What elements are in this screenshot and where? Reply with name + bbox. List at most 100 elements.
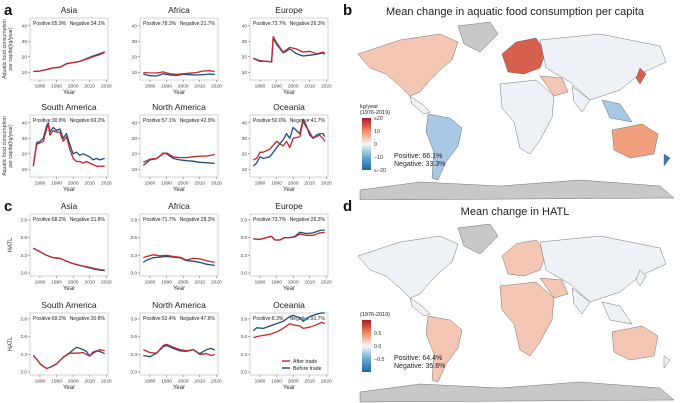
panel-letter-b: b (343, 2, 353, 19)
series-line-before-trade (32, 247, 105, 272)
series-line-after-trade (253, 35, 325, 63)
chart-title: South America (41, 300, 97, 310)
series-line-after-trade (33, 51, 105, 73)
plot-frame (139, 213, 219, 277)
chart-c-north-america: North America Positive:52.4% Negative:47.6… (130, 300, 222, 391)
y-tick-label: 40 (132, 120, 138, 126)
region-southeast-asia (601, 99, 633, 123)
y-tick-label: 3.3 (130, 352, 137, 358)
chart-c-south-america: South America Positive:69.2% Negative:30.8… (8, 300, 112, 391)
negative-share-label: Negative:42.9% (180, 118, 216, 124)
x-tick-label: 2010 (194, 280, 205, 286)
x-tick-label: 2010 (194, 84, 205, 90)
positive-share-label: Positive:69.2% (33, 316, 67, 322)
x-tick-label: 1990 (51, 84, 62, 90)
chart-a-oceania: Oceania Positive:50.0% Negative:41.7% 10 20 3… (242, 102, 332, 193)
series-line-before-trade (143, 344, 216, 358)
x-tick-label: 1980 (145, 379, 156, 385)
map-legend: (1976-2019) 0.5 0.0 −0.5 Positive: 64.4%Nega… (360, 312, 445, 372)
region-north-america (357, 235, 459, 299)
x-tick-label: 1990 (161, 280, 172, 286)
chart-title: South America (41, 102, 97, 112)
x-tick-label: 2020 (321, 280, 332, 286)
panel-letter-a: a (4, 2, 13, 19)
region-central-america (409, 95, 431, 115)
y-tick-label: 3.3 (240, 352, 247, 358)
positive-share-label: Positive:50.0% (253, 118, 287, 124)
region-new-zealand (663, 153, 671, 167)
chart-c-europe: Europe Positive:73.7% Negative:26.3% 3.0 3.3… (240, 201, 332, 292)
region-new-zealand (663, 355, 671, 369)
negative-share-label: Negative:26.3% (290, 21, 326, 27)
x-tick-label: 2010 (194, 181, 205, 187)
chart-a-asia: Asia Positive:65.9% Negative:34.1% 10 20 30 40… (2, 5, 112, 96)
x-tick-label: 1980 (35, 84, 46, 90)
x-tick-label: 1980 (255, 181, 266, 187)
chart-title: Asia (61, 201, 78, 211)
x-axis-label: Year (283, 90, 295, 96)
region-central-america (409, 297, 431, 317)
y-tick-label: 3.0 (20, 370, 27, 376)
series-line-after-trade (253, 321, 325, 339)
y-tick-label: 20 (132, 151, 138, 157)
y-tick-label: 40 (22, 23, 28, 29)
negative-share-label: Negative:47.6% (180, 316, 216, 322)
x-tick-label: 1990 (271, 379, 282, 385)
legend-subtitle: (1976-2019) (360, 312, 390, 318)
chart-title: Europe (275, 201, 303, 211)
series-line-before-trade (32, 122, 105, 167)
positive-share-label: Positive:73.7% (253, 217, 287, 223)
y-tick-label: 3.0 (130, 370, 137, 376)
y-tick-label: 30 (242, 39, 248, 45)
positive-share-label: Positive:68.2% (33, 217, 67, 223)
y-tick-label: 3.6 (240, 235, 247, 241)
x-tick-label: 2000 (68, 84, 79, 90)
x-tick-label: 1990 (51, 181, 62, 187)
x-tick-label: 1980 (255, 280, 266, 286)
region-antarctica (359, 381, 675, 403)
x-tick-label: 1980 (35, 181, 46, 187)
legend-label: Before trade (293, 366, 322, 372)
y-tick-label: 10 (132, 167, 138, 173)
x-axis-label: Year (173, 187, 185, 193)
x-tick-label: 2010 (304, 280, 315, 286)
y-tick-label: 20 (242, 54, 248, 60)
y-tick-label: 3.6 (20, 334, 27, 340)
series-line-before-trade (33, 51, 105, 73)
plot-frame (249, 114, 329, 178)
y-tick-label: 10 (242, 70, 248, 76)
y-tick-label: 3.3 (20, 352, 27, 358)
x-tick-label: 2010 (84, 84, 95, 90)
x-tick-label: 2020 (211, 84, 222, 90)
chart-title: Europe (275, 5, 303, 15)
y-tick-label: 30 (22, 136, 28, 142)
x-axis-label: Year (173, 90, 185, 96)
region-south-asia (571, 287, 591, 315)
x-tick-label: 1990 (271, 181, 282, 187)
plot-frame (249, 312, 329, 376)
y-axis-label: Aquatic food consumption (2, 19, 8, 79)
y-tick-label: 20 (242, 151, 248, 157)
x-tick-label: 2010 (304, 181, 315, 187)
x-tick-label: 2020 (211, 280, 222, 286)
y-tick-label: 3.0 (20, 271, 27, 277)
region-greenland (457, 21, 499, 53)
y-axis-label: per capita(kg/year) (8, 124, 14, 168)
region-europe (501, 37, 547, 75)
y-axis-label: HATL (8, 336, 14, 352)
x-tick-label: 2000 (178, 379, 189, 385)
chart-title: Asia (61, 5, 78, 15)
x-tick-label: 2020 (101, 379, 112, 385)
y-tick-label: 3.6 (130, 334, 137, 340)
y-tick-label: 30 (132, 136, 138, 142)
x-tick-label: 1990 (51, 280, 62, 286)
positive-share-label: Positive:57.1% (143, 118, 177, 124)
x-tick-label: 2020 (101, 84, 112, 90)
x-tick-label: 1990 (271, 84, 282, 90)
x-tick-label: 1990 (51, 379, 62, 385)
series-line-before-trade (143, 73, 215, 77)
x-tick-label: 2020 (211, 181, 222, 187)
y-tick-label: 10 (242, 167, 248, 173)
colorbar-tick-label: 10 (374, 129, 380, 135)
series-line-before-trade (32, 346, 105, 370)
